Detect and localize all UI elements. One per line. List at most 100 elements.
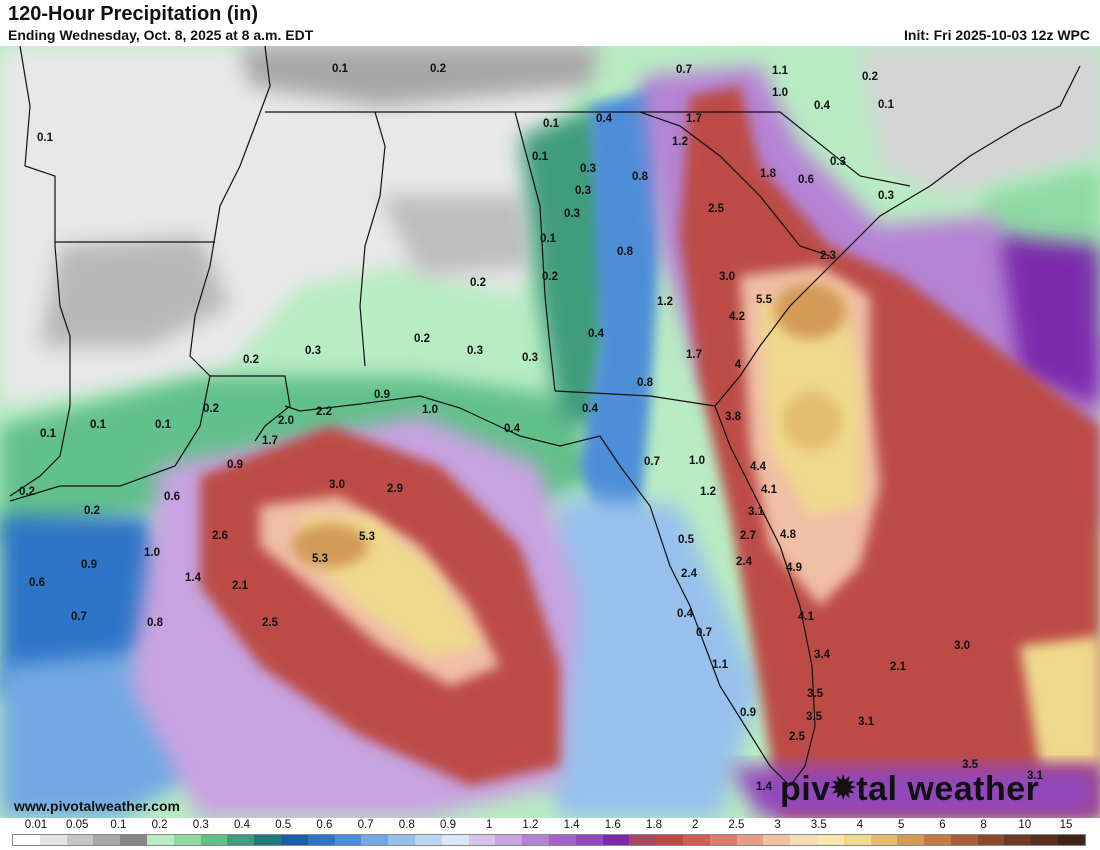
legend-label: 8 <box>980 819 987 831</box>
legend-label: 0.6 <box>316 819 333 831</box>
precip-value-label: 2.9 <box>387 483 403 495</box>
legend-label: 0.8 <box>398 819 415 831</box>
border-al-ga <box>375 111 556 392</box>
precip-value-label: 3.5 <box>962 759 979 771</box>
color-legend: 0.01 0.05 0.1 0.2 0.3 0.4 0.5 0.6 0.7 0.8 0.9 1 1.2 1… <box>0 818 1100 850</box>
shade-lightblue-gulf-east <box>520 496 760 818</box>
legend-swatch <box>897 835 925 845</box>
legend-label: 3.5 <box>810 819 827 831</box>
legend-swatch <box>924 835 951 845</box>
precip-value-label: 2.1 <box>232 580 249 592</box>
precip-value-label: 2.2 <box>316 406 332 418</box>
precip-value-label: 0.1 <box>878 99 895 111</box>
precip-value-label: 0.2 <box>414 333 430 345</box>
model-init-time: Init: Fri 2025-10-03 12z WPC <box>904 27 1090 43</box>
precip-value-label: 3.1 <box>748 506 765 518</box>
legend-swatch <box>227 835 255 845</box>
legend-label: 1.2 <box>522 819 539 831</box>
legend-swatch <box>977 835 1005 845</box>
precip-value-label: 0.2 <box>470 277 486 289</box>
precip-value-label: 1.1 <box>772 65 789 77</box>
legend-swatch <box>66 835 94 845</box>
shade-purple-south <box>730 766 1100 818</box>
precip-value-label: 0.3 <box>830 156 846 168</box>
precip-value-label: 0.3 <box>878 190 894 202</box>
precip-value-label: 3.0 <box>719 271 735 283</box>
shade-orange-atlantic-south <box>782 391 842 451</box>
border-ga-nc-sc <box>515 111 911 187</box>
legend-swatch <box>1004 835 1032 845</box>
precip-value-label: 1.0 <box>689 455 705 467</box>
precip-value-label: 1.7 <box>686 113 702 125</box>
precip-value-label: 1.0 <box>772 87 788 99</box>
legend-swatch <box>870 835 898 845</box>
legend-swatch <box>548 835 576 845</box>
precip-value-label: 2.5 <box>789 731 806 743</box>
legend-swatch <box>1031 835 1059 845</box>
precip-value-label: 0.1 <box>543 118 560 130</box>
border-ga-sc <box>639 111 831 257</box>
precip-value-label: 0.4 <box>677 608 694 620</box>
legend-swatch <box>1058 835 1085 845</box>
precip-value-label: 0.4 <box>504 423 521 435</box>
legend-swatch <box>602 835 630 845</box>
precip-value-label: 0.7 <box>71 611 87 623</box>
map-title: 120-Hour Precipitation (in) <box>8 3 259 25</box>
legend-labels: 0.01 0.05 0.1 0.2 0.3 0.4 0.5 0.6 0.7 0.8 0.9 1 1.2 1… <box>0 819 1100 833</box>
legend-label: 0.01 <box>24 819 48 831</box>
border-tx-la <box>9 46 71 497</box>
precip-value-label: 3.5 <box>807 688 824 700</box>
legend-swatch <box>414 835 442 845</box>
brand-text-suffix: tal weather <box>856 770 1040 808</box>
precip-value-label: 0.6 <box>29 577 45 589</box>
precip-value-label: 0.3 <box>575 185 591 197</box>
precip-value-label: 3.4 <box>814 649 831 661</box>
precip-value-label: 1.0 <box>422 404 438 416</box>
legend-swatch <box>468 835 496 845</box>
precip-value-label: 2.5 <box>262 617 279 629</box>
map-header: 120-Hour Precipitation (in) Ending Wedne… <box>0 0 1100 46</box>
precip-value-label: 0.3 <box>564 208 580 220</box>
precip-value-label: 0.8 <box>637 377 654 389</box>
boundaries <box>9 46 1081 787</box>
precip-value-label: 4.1 <box>761 484 778 496</box>
legend-swatch <box>709 835 737 845</box>
legend-swatch <box>173 835 201 845</box>
legend-label: 1 <box>485 819 493 831</box>
precip-value-label: 0.9 <box>81 559 97 571</box>
precip-value-label: 0.2 <box>203 403 219 415</box>
precip-value-label: 2.0 <box>278 415 294 427</box>
precip-value-label: 1.1 <box>712 659 729 671</box>
brand-logo: piv✹tal weather <box>780 770 1039 809</box>
precip-value-label: 2.3 <box>820 250 836 262</box>
gear-icon: ✹ <box>830 772 857 805</box>
legend-swatch <box>254 835 281 845</box>
precip-value-label: 1.2 <box>672 136 688 148</box>
coast-atlantic-north <box>714 65 1081 407</box>
legend-label: 4 <box>856 819 864 831</box>
shade-gray-al <box>380 196 530 276</box>
precip-value-label: 4 <box>735 359 742 371</box>
border-mississippi-river <box>189 46 271 377</box>
precip-value-label: 5.5 <box>756 294 773 306</box>
precip-value-label: 0.4 <box>582 403 599 415</box>
legend-label: 2 <box>691 819 699 831</box>
precip-value-label: 0.7 <box>676 64 692 76</box>
precip-value-label: 3.5 <box>806 711 823 723</box>
legend-label: 10 <box>1018 819 1032 831</box>
precip-value-label: 0.1 <box>540 233 557 245</box>
precip-value-label: 0.1 <box>532 151 549 163</box>
valid-time: Ending Wednesday, Oct. 8, 2025 at 8 a.m.… <box>8 27 314 43</box>
shade-red-atlantic <box>680 86 1100 818</box>
legend-label: 15 <box>1059 819 1073 831</box>
precip-value-label: 0.2 <box>243 354 259 366</box>
precip-value-label: 1.7 <box>686 349 702 361</box>
precip-value-label: 1.7 <box>262 435 278 447</box>
border-ga-fl <box>554 390 716 407</box>
precipitation-map[interactable]: 0.1 0.2 0.7 1.1 0.2 1.0 0.4 0.1 0.1 0.1 0.4 1.7 1.2 0… <box>0 46 1100 818</box>
website-credit[interactable]: www.pivotalweather.com <box>14 798 180 814</box>
precip-value-label: 0.7 <box>696 627 712 639</box>
legend-swatch <box>575 835 603 845</box>
precip-value-label: 0.2 <box>430 63 446 75</box>
legend-swatch <box>736 835 764 845</box>
